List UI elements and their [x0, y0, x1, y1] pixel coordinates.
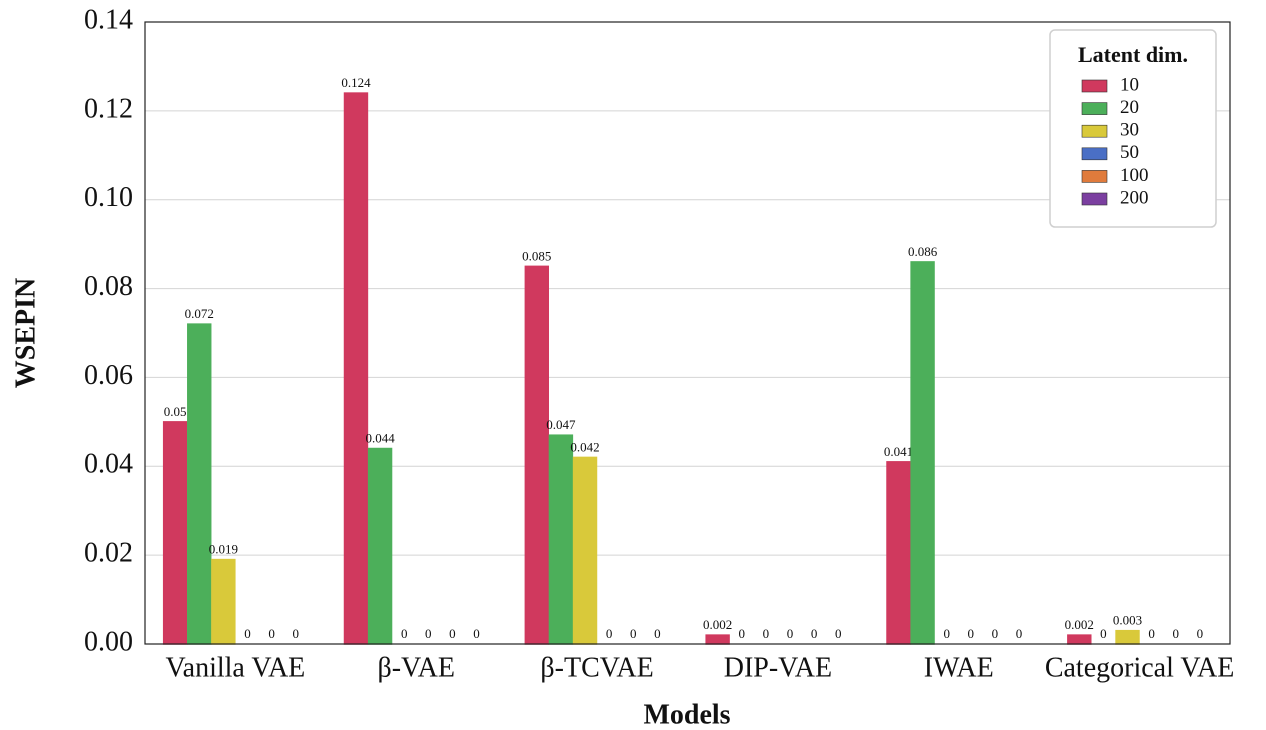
legend-swatch: [1081, 170, 1108, 183]
x-axis-label: Models: [643, 699, 730, 730]
plot-area: [145, 22, 1230, 644]
data-label: 0: [787, 626, 794, 641]
data-label: 0: [292, 626, 299, 641]
x-tick-label: β-VAE: [377, 652, 455, 683]
y-axis-label: WSEPIN: [10, 278, 41, 388]
bar: [524, 265, 550, 645]
data-label: 0: [473, 626, 480, 641]
bar: [886, 461, 911, 645]
legend-swatch: [1081, 79, 1108, 93]
data-label: 0: [992, 626, 999, 641]
bar: [910, 261, 935, 645]
y-tick-label: 0.06: [84, 360, 133, 391]
bar: [572, 456, 598, 645]
data-label: 0.042: [570, 439, 599, 454]
x-tick-label: Vanilla VAE: [166, 652, 306, 683]
legend-swatch: [1081, 147, 1108, 161]
bar: [367, 447, 393, 645]
bar: [343, 92, 369, 645]
bar: [1115, 629, 1140, 645]
data-label: 0: [1016, 626, 1023, 641]
data-label: 0.072: [185, 306, 214, 321]
data-label: 0: [763, 626, 770, 641]
bar: [1067, 634, 1092, 645]
legend-label: 50: [1120, 142, 1139, 163]
x-tick-label: DIP-VAE: [724, 652, 832, 683]
data-label: 0: [1197, 626, 1204, 641]
y-tick-label: 0.08: [84, 271, 133, 302]
data-label: 0.041: [884, 444, 913, 459]
data-label: 0: [739, 626, 746, 641]
legend-label: 30: [1120, 120, 1139, 141]
data-label: 0: [268, 626, 275, 641]
data-label: 0.124: [341, 75, 371, 90]
data-label: 0: [811, 626, 818, 641]
y-tick-label: 0.00: [84, 626, 133, 657]
x-tick-label: β-TCVAE: [540, 652, 653, 683]
legend-label: 20: [1120, 97, 1139, 118]
legend-label: 100: [1120, 165, 1149, 186]
data-label: 0.044: [365, 430, 395, 445]
data-label: 0.003: [1113, 613, 1142, 628]
bar: [162, 421, 188, 645]
data-label: 0.047: [546, 417, 576, 432]
bar: [548, 434, 574, 645]
y-tick-label: 0.04: [84, 449, 133, 480]
data-label: 0: [1148, 626, 1155, 641]
data-label: 0: [943, 626, 950, 641]
data-label: 0: [401, 626, 408, 641]
y-tick-label: 0.12: [84, 93, 133, 124]
data-label: 0: [1100, 626, 1107, 641]
data-label: 0.086: [908, 244, 938, 259]
data-label: 0: [654, 626, 661, 641]
plot-frame: [144, 21, 1231, 645]
x-tick-label: Categorical VAE: [1045, 652, 1234, 683]
legend-label: 10: [1120, 74, 1139, 95]
legend-title: Latent dim.: [1078, 42, 1188, 67]
data-label: 0: [835, 626, 842, 641]
bar: [705, 634, 730, 645]
legend-label: 200: [1120, 187, 1149, 208]
y-tick-label: 0.10: [84, 182, 133, 213]
data-label: 0: [606, 626, 613, 641]
data-label: 0.019: [209, 542, 238, 557]
x-tick-label: IWAE: [924, 652, 994, 683]
y-tick-label: 0.02: [84, 538, 133, 569]
data-label: 0.002: [703, 617, 732, 632]
data-label: 0: [1173, 626, 1180, 641]
data-label: 0: [425, 626, 432, 641]
bar: [187, 323, 212, 645]
legend-swatch: [1081, 192, 1108, 206]
bar: [211, 558, 236, 645]
data-label: 0.05: [164, 404, 187, 419]
data-label: 0: [449, 626, 456, 641]
data-label: 0.085: [522, 248, 551, 263]
data-label: 0: [968, 626, 975, 641]
data-label: 0: [244, 626, 251, 641]
legend-swatch: [1081, 124, 1108, 138]
y-tick-label: 0.14: [84, 4, 133, 35]
data-label: 0: [630, 626, 637, 641]
data-label: 0.002: [1065, 617, 1094, 632]
legend-swatch: [1081, 102, 1108, 115]
